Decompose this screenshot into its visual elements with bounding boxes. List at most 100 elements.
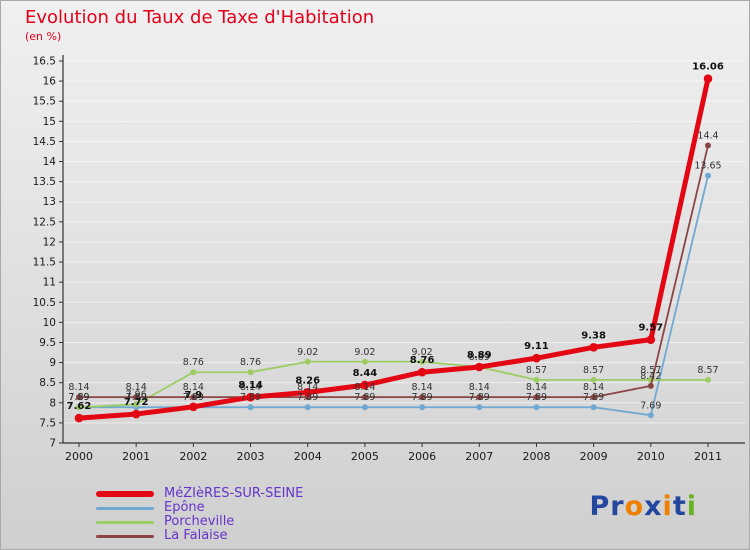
series-marker (247, 404, 254, 411)
chart-subtitle: (en %) (25, 30, 62, 43)
x-tick-label: 2008 (522, 450, 550, 463)
series-marker (361, 394, 368, 401)
point-label: 7.89 (240, 392, 261, 403)
point-label: 8.14 (126, 382, 147, 393)
logo-letter: t (672, 491, 687, 522)
legend-item-mezieres-sur-seine: MéZIèRES-SUR-SEINE (96, 487, 303, 501)
legend-label-porcheville: Porcheville (164, 514, 235, 529)
series-marker (590, 404, 597, 411)
point-label: 7.89 (469, 392, 490, 403)
y-tick-label: 13.5 (33, 176, 56, 188)
chart-title: Evolution du Taux de Taxe d'Habitation (25, 7, 375, 28)
point-label: 8.14 (68, 382, 89, 393)
point-label: 7.89 (354, 392, 375, 403)
series-marker (474, 362, 484, 372)
point-label: 8.57 (526, 365, 547, 376)
proxiti-logo: Proxiti (589, 491, 697, 522)
point-label: 8.14 (412, 382, 433, 393)
series-marker (419, 358, 426, 365)
point-label: 8.76 (240, 357, 261, 368)
series-line-2 (78, 360, 709, 409)
point-label: 8.89 (469, 352, 490, 363)
point-label: 7.89 (183, 392, 204, 403)
point-label: 8.76 (410, 355, 435, 366)
x-tick-label: 2011 (694, 450, 722, 463)
series-marker (247, 369, 254, 376)
y-tick-label: 9 (49, 357, 56, 369)
series-marker (417, 367, 427, 377)
y-tick-label: 9.5 (39, 337, 56, 349)
point-label: 8.14 (240, 382, 261, 393)
series-marker (703, 74, 713, 83)
point-label: 7.69 (640, 400, 661, 411)
legend: MéZIèRES-SUR-SEINE Epône Porcheville La … (96, 487, 303, 543)
point-label: 7.89 (297, 392, 318, 403)
point-label: 8.57 (640, 365, 661, 376)
point-label: 7.72 (124, 397, 149, 408)
series-marker (189, 402, 198, 412)
y-tick-label: 13 (43, 196, 56, 208)
x-tick-label: 2010 (637, 450, 665, 463)
x-tick-label: 2009 (580, 450, 608, 463)
series-marker (647, 412, 654, 419)
logo-letter: i (686, 491, 697, 522)
point-label: 9.02 (412, 347, 433, 358)
logo-letter: P (589, 491, 611, 522)
point-label: 7.89 (412, 392, 433, 403)
y-tick-label: 10 (43, 317, 56, 329)
series-marker (590, 394, 597, 401)
series-marker (646, 335, 656, 344)
series-marker (133, 401, 140, 408)
legend-item-la-falaise: La Falaise (96, 529, 303, 543)
point-label: 7.89 (526, 392, 547, 403)
series-marker (76, 394, 82, 401)
x-tick-label: 2002 (179, 450, 207, 463)
point-label: 8.14 (469, 382, 490, 393)
y-tick-label: 7 (49, 438, 56, 450)
point-label: 8.57 (697, 365, 718, 376)
point-label: 8.42 (640, 371, 661, 382)
legend-label-mezieres: MéZIèRES-SUR-SEINE (164, 486, 304, 501)
series-marker (419, 404, 426, 411)
logo-letter: r (610, 491, 625, 522)
series-marker (532, 353, 541, 363)
series-marker (705, 376, 711, 383)
series-marker (590, 376, 597, 383)
point-label: 9.11 (524, 341, 549, 352)
series-line-3 (78, 144, 709, 399)
point-label: 8.44 (353, 368, 378, 379)
series-marker (533, 376, 540, 383)
point-label: 9.57 (638, 323, 663, 334)
point-label: 14.4 (697, 130, 718, 141)
series-marker (304, 358, 311, 365)
legend-swatch-porcheville (96, 520, 154, 524)
x-tick-label: 2000 (65, 450, 93, 463)
series-marker (476, 404, 483, 411)
y-tick-label: 12.5 (33, 216, 56, 228)
point-label: 7.96 (126, 389, 147, 400)
legend-swatch-la-falaise (96, 534, 154, 538)
series-marker (76, 404, 82, 411)
x-tick-label: 2003 (237, 450, 265, 463)
series-marker (589, 342, 598, 352)
legend-label-epone: Epône (164, 500, 205, 515)
y-tick-label: 11.5 (33, 257, 56, 269)
x-tick-label: 2006 (408, 450, 436, 463)
y-tick-label: 12 (43, 236, 56, 248)
series-marker (303, 388, 313, 397)
point-label: 8.76 (183, 357, 204, 368)
series-line-0 (76, 76, 711, 421)
series-marker (476, 394, 483, 401)
series-marker (246, 392, 255, 402)
point-label: 8.14 (238, 380, 263, 391)
legend-item-porcheville: Porcheville (96, 515, 303, 529)
point-label: 8.14 (297, 382, 318, 393)
y-tick-label: 15.5 (33, 96, 56, 108)
series-marker (131, 409, 141, 419)
point-label: 7.89 (68, 392, 89, 403)
point-label: 7.9 (185, 390, 203, 401)
y-tick-label: 7.5 (39, 417, 56, 429)
x-tick-label: 2004 (294, 450, 322, 463)
series-marker (190, 394, 197, 401)
